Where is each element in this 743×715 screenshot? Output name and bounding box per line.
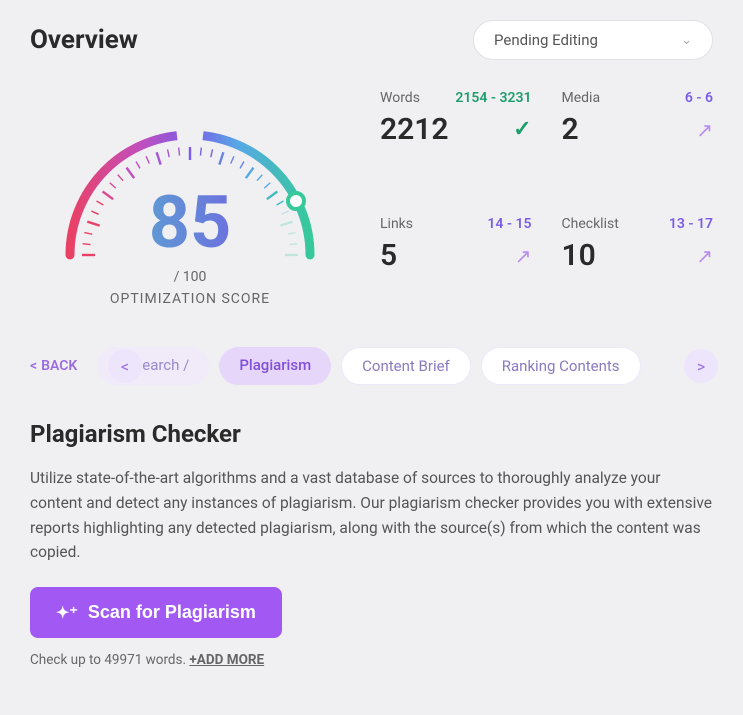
stat-links: Links 14 - 15 5 ↗ [380, 216, 532, 307]
tabs-next-button[interactable]: > [684, 349, 718, 383]
tab-ranking-contents[interactable]: Ranking Contents [481, 347, 641, 385]
stat-checklist: Checklist 13 - 17 10 ↗ [562, 216, 714, 307]
chevron-left-icon: < [30, 358, 37, 374]
tab-content-brief[interactable]: Content Brief [341, 347, 471, 385]
score-value: 85 [30, 180, 350, 265]
tabs-prev-button[interactable]: < [108, 349, 142, 383]
stat-label: Checklist [562, 216, 619, 232]
add-more-link[interactable]: +ADD MORE [189, 652, 264, 668]
back-button[interactable]: < BACK [30, 358, 77, 374]
score-max: / 100 [30, 269, 350, 285]
scan-button-label: Scan for Plagiarism [88, 602, 256, 623]
stat-value: 10 [562, 238, 596, 273]
stat-label: Words [380, 90, 420, 106]
status-dropdown[interactable]: Pending Editing ⌄ [473, 20, 713, 60]
section-title: Plagiarism Checker [30, 420, 713, 448]
dropdown-value: Pending Editing [494, 31, 598, 49]
back-label: BACK [41, 358, 77, 374]
chevron-left-icon: < [121, 357, 129, 376]
stat-value: 5 [380, 238, 397, 273]
stat-range: 6 - 6 [685, 90, 713, 106]
chevron-down-icon: ⌄ [681, 33, 692, 48]
arrow-up-icon: ↗ [696, 118, 713, 142]
tabs-container: Research / Plagiarism Content Brief Rank… [87, 347, 713, 385]
page-title: Overview [30, 25, 138, 55]
section-description: Utilize state-of-the-art algorithms and … [30, 466, 713, 565]
footer-note: Check up to 49971 words. +ADD MORE [30, 652, 713, 668]
stat-range: 13 - 17 [669, 216, 713, 232]
scan-button[interactable]: ✦⁺ Scan for Plagiarism [30, 587, 282, 638]
stat-label: Links [380, 216, 413, 232]
stat-value: 2 [562, 112, 579, 147]
stat-range: 14 - 15 [487, 216, 531, 232]
stat-words: Words 2154 - 3231 2212 ✓ [380, 90, 532, 181]
check-icon: ✓ [513, 117, 531, 142]
arrow-up-icon: ↗ [696, 244, 713, 268]
stat-value: 2212 [380, 112, 449, 147]
sparkle-icon: ✦⁺ [56, 603, 78, 623]
stat-label: Media [562, 90, 601, 106]
arrow-up-icon: ↗ [515, 244, 532, 268]
optimization-gauge: 85 / 100 OPTIMIZATION SCORE [30, 90, 350, 307]
stat-range: 2154 - 3231 [455, 90, 531, 106]
stat-media: Media 6 - 6 2 ↗ [562, 90, 714, 181]
footer-text: Check up to 49971 words. [30, 652, 189, 668]
score-label: OPTIMIZATION SCORE [30, 291, 350, 307]
tab-plagiarism[interactable]: Plagiarism [219, 347, 331, 385]
chevron-right-icon: > [697, 357, 705, 376]
